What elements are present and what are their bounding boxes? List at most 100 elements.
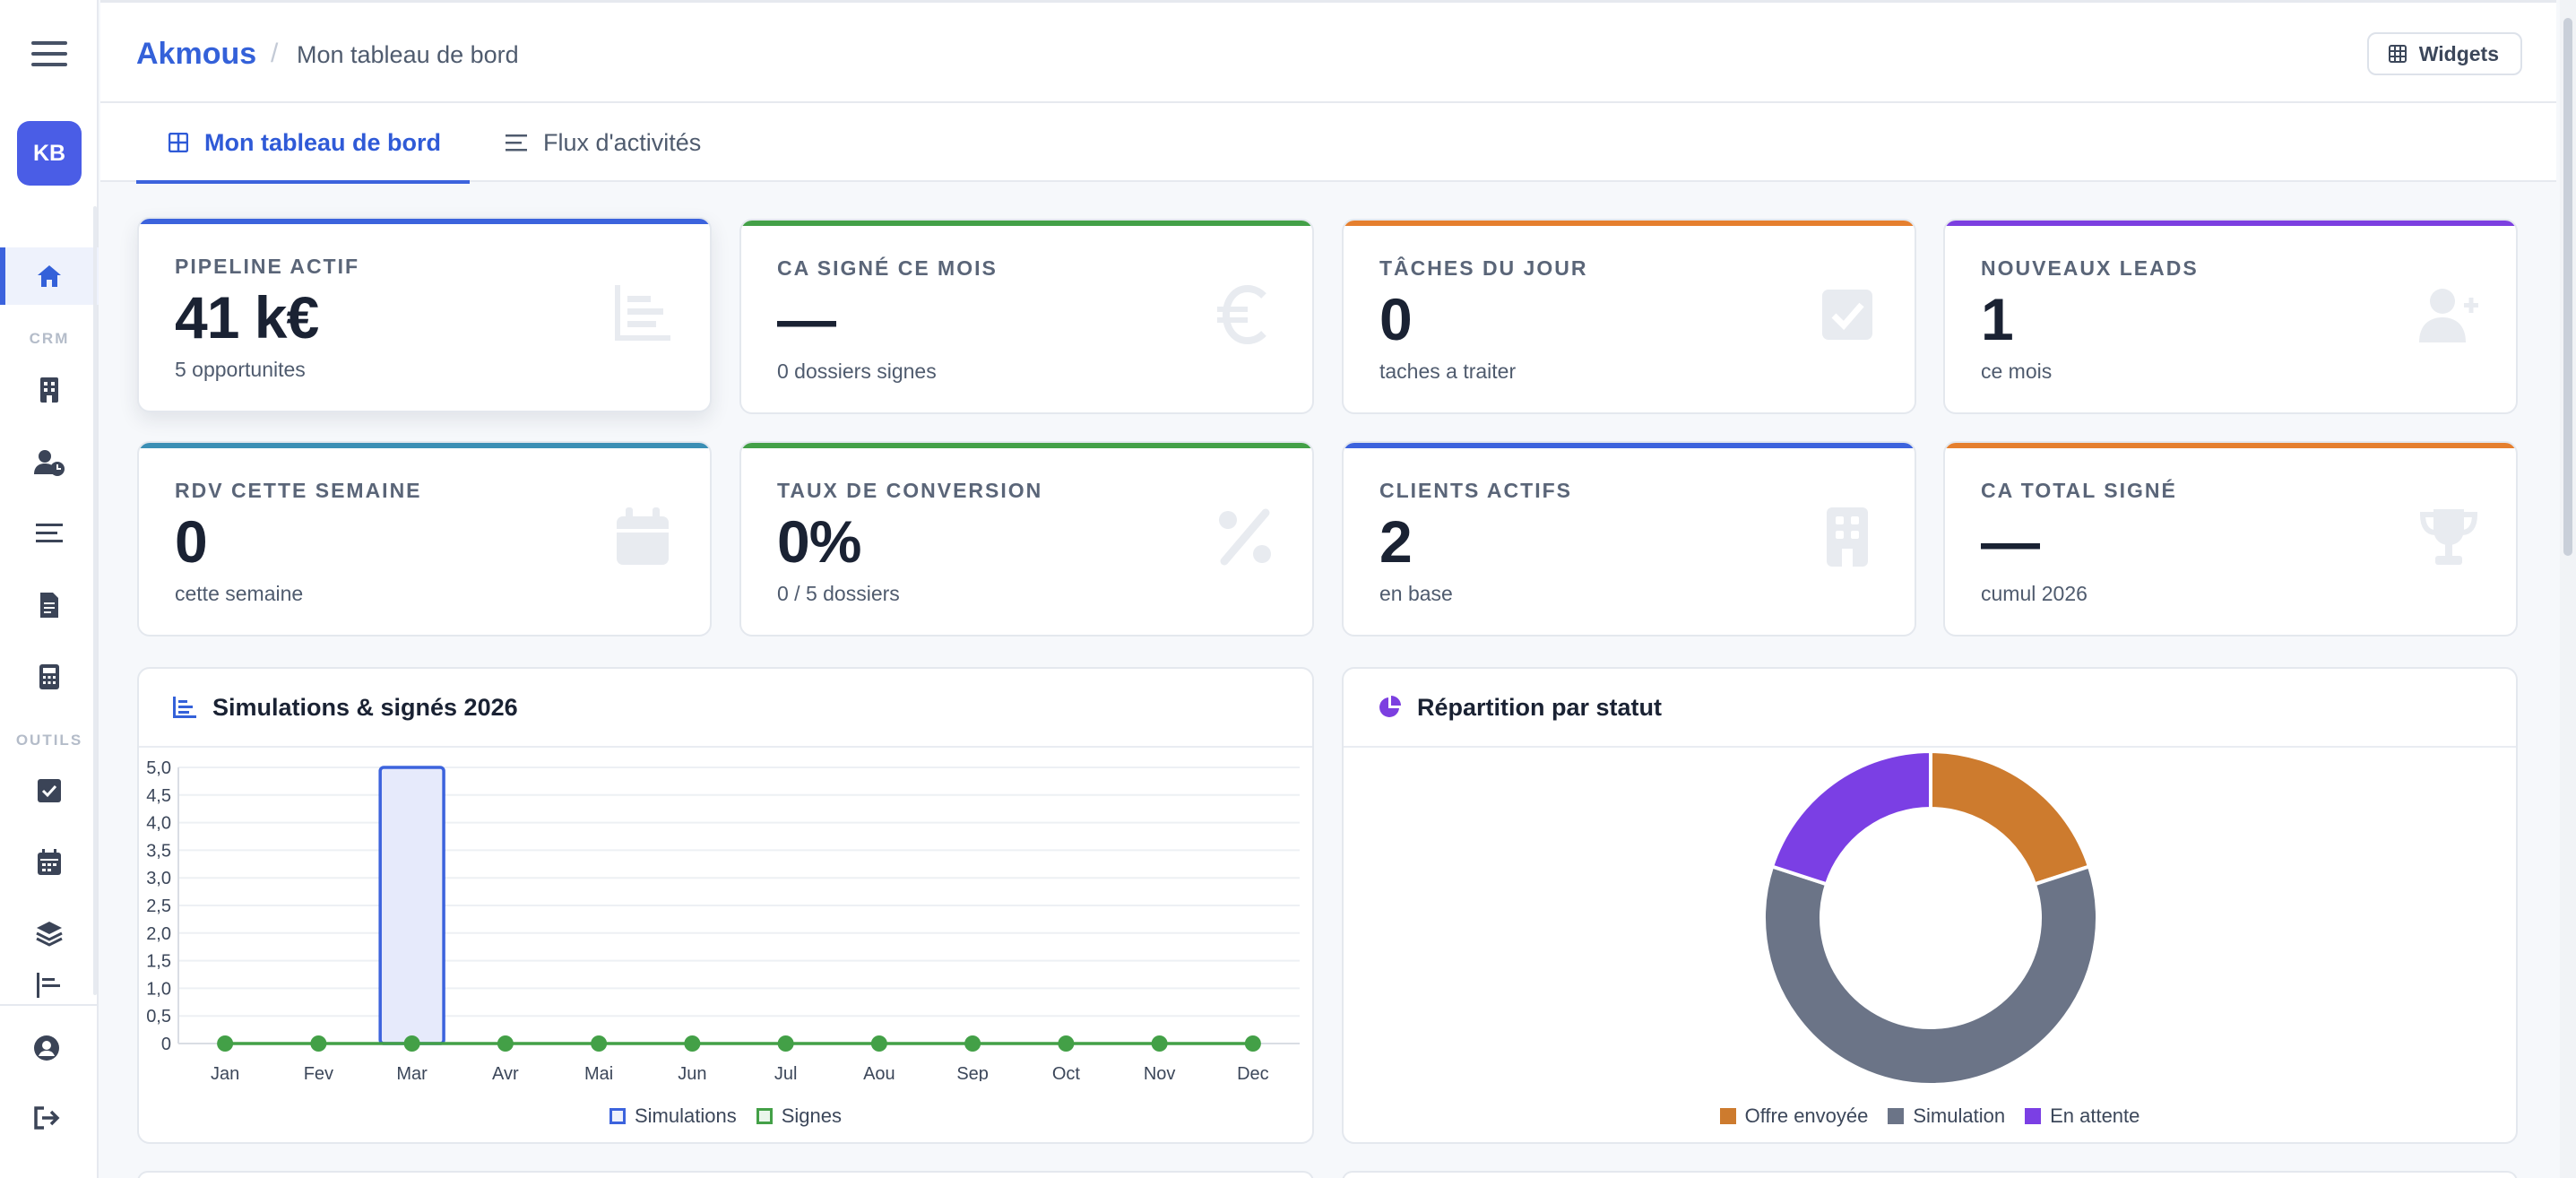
legend-item-en-attente[interactable]: En attente (2025, 1104, 2139, 1128)
chart-bar-icon (173, 697, 196, 718)
kpi-accent-bar (1344, 221, 1915, 226)
kpi-card-active-clients[interactable]: CLIENTS ACTIFS 2 en base (1342, 441, 1916, 637)
sidebar-item-profile[interactable] (0, 1019, 93, 1077)
page-scrollbar-thumb[interactable] (2563, 18, 2572, 556)
sidebar-item-calculator[interactable] (0, 648, 99, 706)
y-tick-label: 2,5 (146, 896, 171, 916)
tab-activity-feed[interactable]: Flux d'activités (506, 103, 701, 182)
x-tick-label: Mar (396, 1064, 428, 1081)
list-icon (506, 134, 527, 152)
chart-legend: Simulations Signes (139, 1104, 1312, 1128)
kpi-label: TÂCHES DU JOUR (1379, 256, 1588, 280)
kpi-accent-bar (741, 443, 1312, 448)
sidebar-item-chart[interactable] (0, 973, 99, 1000)
kpi-card-ca-signed-month[interactable]: CA SIGNÉ CE MOIS — 0 dossiers signes (739, 219, 1314, 414)
y-tick-label: 4,5 (146, 786, 171, 806)
kpi-accent-bar (139, 443, 710, 448)
sidebar-item-home[interactable] (0, 247, 99, 305)
y-tick-label: 4,0 (146, 814, 171, 834)
kpi-card-new-leads[interactable]: NOUVEAUX LEADS 1 ce mois (1943, 219, 2518, 414)
logout-icon (34, 1106, 60, 1130)
panel-next-right (1342, 1171, 2518, 1178)
tab-dashboard[interactable]: Mon tableau de bord (136, 103, 471, 184)
point-signes-sep (964, 1035, 981, 1052)
legend-label: Signes (781, 1104, 842, 1127)
sidebar-item-layers[interactable] (0, 905, 99, 962)
kpi-subtext: 5 opportunites (175, 358, 306, 381)
kpi-subtext: cumul 2026 (1981, 582, 2088, 605)
chart-title: Répartition par statut (1417, 693, 1663, 721)
kpi-card-rdv-week[interactable]: RDV CETTE SEMAINE 0 cette semaine (137, 441, 712, 637)
kpi-card-pipeline[interactable]: PIPELINE ACTIF 41 k€ 5 opportunites (137, 217, 712, 412)
kpi-accent-bar (741, 221, 1312, 226)
kpi-value: 1 (1981, 286, 2014, 352)
bar-mar (378, 766, 445, 1045)
point-signes-mai (591, 1035, 608, 1052)
kpi-accent-bar (1344, 443, 1915, 448)
x-tick-label: Aou (863, 1064, 895, 1081)
x-tick-label: Jul (774, 1064, 798, 1081)
sidebar-section-crm: CRM (29, 330, 70, 347)
widgets-label: Widgets (2418, 41, 2499, 65)
euro-icon (1217, 284, 1266, 345)
sidebar: KB CRM OUTILS (0, 0, 99, 1178)
building-icon (1827, 507, 1868, 567)
kpi-subtext: cette semaine (175, 582, 304, 605)
sidebar-item-logout[interactable] (0, 1089, 93, 1147)
kpi-label: CLIENTS ACTIFS (1379, 479, 1572, 502)
legend-item-simulations[interactable]: Simulations (609, 1104, 737, 1128)
check-square-icon (1822, 290, 1872, 340)
x-tick-label: Mai (584, 1064, 613, 1081)
kpi-subtext: en base (1379, 582, 1453, 605)
legend-item-offre[interactable]: Offre envoyée (1719, 1104, 1868, 1128)
kpi-subtext: 0 / 5 dossiers (777, 582, 900, 605)
sidebar-item-list[interactable] (0, 505, 99, 562)
building-icon (40, 377, 58, 403)
kpi-value: 0 (1379, 286, 1413, 352)
page-scrollbar[interactable] (2560, 0, 2576, 1178)
breadcrumb-separator: / (271, 39, 279, 68)
chart-icon (37, 973, 60, 998)
percent-icon (1219, 508, 1271, 566)
kpi-card-tasks-today[interactable]: TÂCHES DU JOUR 0 taches a traiter (1342, 219, 1916, 414)
sidebar-item-tasks[interactable] (0, 762, 99, 819)
point-signes-aou (870, 1035, 887, 1052)
calendar-icon (617, 507, 669, 565)
x-tick-label: Fev (304, 1064, 333, 1081)
kpi-value: 41 k€ (175, 284, 319, 351)
kpi-value: — (1981, 508, 2040, 575)
sidebar-item-documents[interactable] (0, 576, 99, 634)
sidebar-section-outils: OUTILS (15, 732, 83, 749)
widgets-button[interactable]: Widgets (2366, 32, 2522, 75)
sidebar-item-companies[interactable] (0, 361, 99, 419)
list-icon (36, 524, 63, 542)
x-tick-label: Sep (956, 1064, 989, 1081)
point-signes-nov (1151, 1035, 1168, 1052)
brand-link[interactable]: Akmous (136, 37, 257, 71)
top-header: Akmous / Mon tableau de bord Widgets (100, 0, 2556, 103)
chart-panel-header: Répartition par statut (1344, 669, 2516, 748)
kpi-label: TAUX DE CONVERSION (777, 479, 1043, 502)
legend-label: Simulation (1913, 1104, 2006, 1127)
menu-toggle-icon[interactable] (31, 36, 67, 72)
calendar-icon (38, 849, 61, 875)
breadcrumb: Mon tableau de bord (297, 41, 519, 68)
legend-item-signes[interactable]: Signes (756, 1104, 842, 1128)
sidebar-scrollbar[interactable] (93, 206, 97, 995)
kpi-label: NOUVEAUX LEADS (1981, 256, 2199, 280)
tab-bar: Mon tableau de bord Flux d'activités (100, 103, 2556, 184)
point-signes-fev (310, 1035, 327, 1052)
y-tick-label: 1,5 (146, 952, 171, 972)
kpi-card-conversion-rate[interactable]: TAUX DE CONVERSION 0% 0 / 5 dossiers (739, 441, 1314, 637)
kpi-card-total-signed[interactable]: CA TOTAL SIGNÉ — cumul 2026 (1943, 441, 2518, 637)
sidebar-item-contacts[interactable] (0, 434, 99, 491)
legend-item-simulation[interactable]: Simulation (1888, 1104, 2005, 1128)
user-circle-icon (34, 1035, 59, 1061)
avatar[interactable]: KB (17, 121, 82, 186)
sidebar-item-calendar[interactable] (0, 834, 99, 891)
panel-next-left (137, 1171, 1314, 1178)
x-tick-label: Avr (492, 1064, 519, 1081)
y-tick-label: 1,0 (146, 979, 171, 999)
kpi-value: — (777, 286, 836, 352)
chart-title: Simulations & signés 2026 (212, 693, 518, 721)
